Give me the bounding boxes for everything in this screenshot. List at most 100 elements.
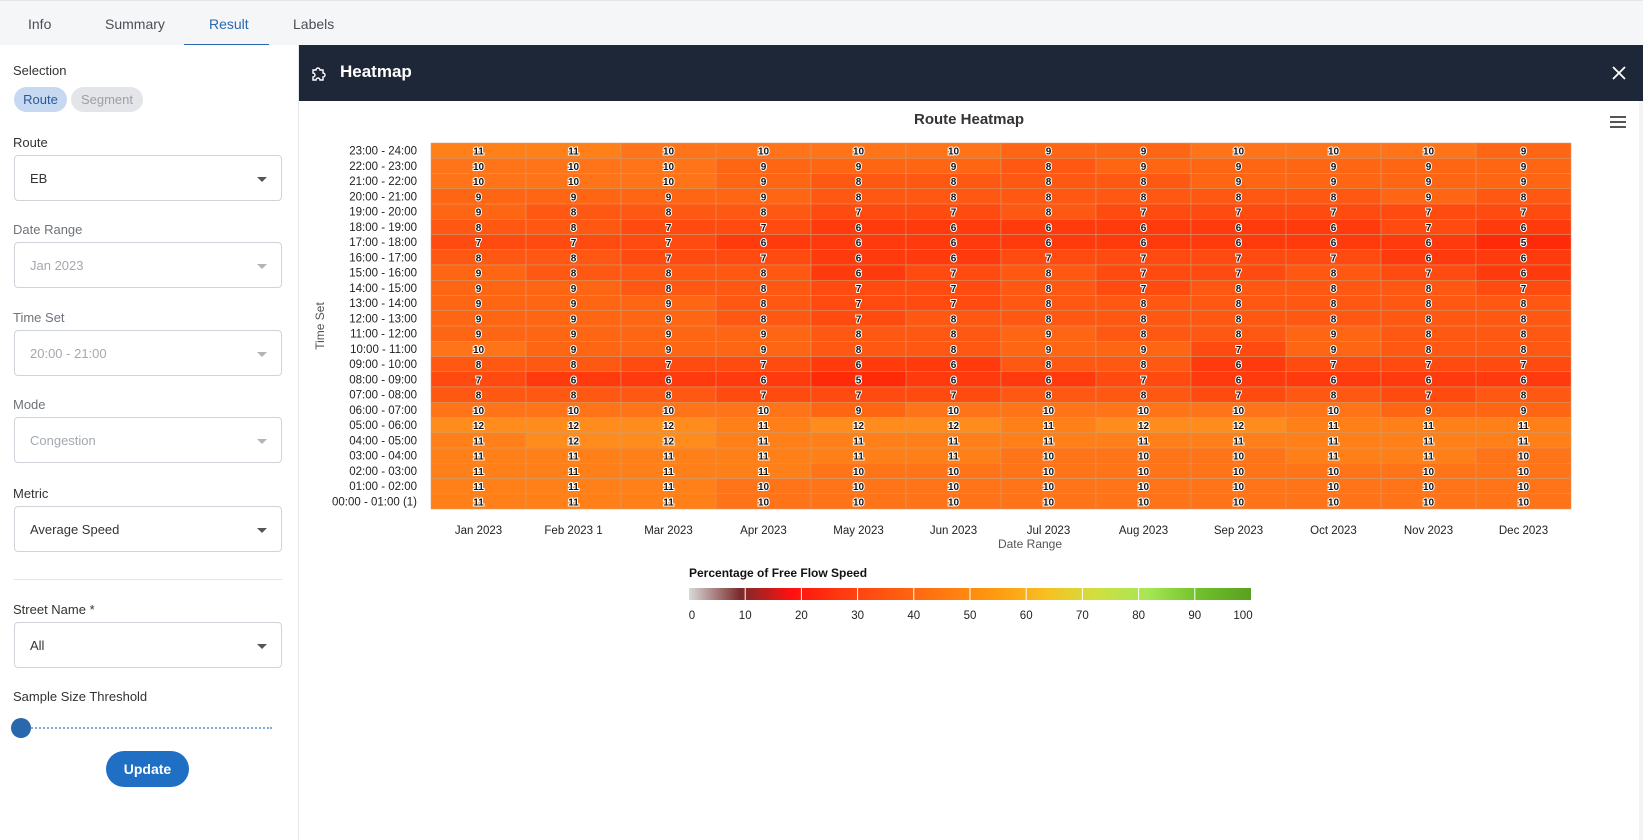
cell-value-label: 9 (1331, 345, 1337, 356)
date-range-select[interactable]: Jan 2023 (14, 242, 282, 288)
mode-select[interactable]: Congestion (14, 417, 282, 463)
cell-value-label: 6 (951, 253, 957, 264)
cell-value-label: 11 (948, 452, 959, 463)
cell-value-label: 8 (1236, 330, 1242, 341)
cell-value-label: 10 (853, 497, 865, 508)
cell-value-label: 11 (853, 436, 864, 447)
cell-value-label: 8 (1521, 299, 1527, 310)
cell-value-label: 10 (1138, 452, 1150, 463)
sidebar-divider (14, 579, 282, 580)
cell-value-label: 9 (476, 299, 482, 310)
cell-value-label: 9 (1521, 147, 1527, 158)
scrollbar[interactable] (1639, 101, 1643, 840)
cell-value-label: 9 (666, 330, 672, 341)
cell-value-label: 11 (758, 421, 769, 432)
cell-value-label: 7 (856, 208, 862, 219)
cell-value-label: 6 (1236, 223, 1242, 234)
cell-value-label: 7 (1236, 269, 1242, 280)
legend-title: Percentage of Free Flow Speed (689, 566, 867, 580)
cell-value-label: 6 (951, 375, 957, 386)
cell-value-label: 8 (1046, 192, 1052, 203)
cell-value-label: 7 (1331, 360, 1337, 371)
cell-value-label: 11 (1328, 421, 1339, 432)
cell-value-label: 8 (1331, 299, 1337, 310)
cell-value-label: 8 (856, 330, 862, 341)
cell-value-label: 8 (1426, 330, 1432, 341)
cell-value-label: 10 (1328, 467, 1340, 478)
cell-value-label: 6 (1141, 223, 1147, 234)
cell-value-label: 9 (476, 269, 482, 280)
cell-value-label: 11 (473, 436, 484, 447)
y-tick-label: 13:00 - 14:00 (349, 298, 417, 310)
close-icon[interactable] (1609, 63, 1629, 83)
cell-value-label: 9 (1141, 147, 1147, 158)
date-range-label: Date Range (13, 222, 83, 237)
cell-value-label: 6 (1426, 375, 1432, 386)
y-tick-label: 03:00 - 04:00 (349, 451, 417, 463)
cell-value-label: 10 (758, 406, 770, 417)
selection-route-pill[interactable]: Route (14, 87, 67, 112)
cell-value-label: 8 (666, 284, 672, 295)
cell-value-label: 8 (571, 208, 577, 219)
cell-value-label: 11 (758, 452, 769, 463)
cell-value-label: 10 (948, 482, 960, 493)
cell-value-label: 8 (761, 314, 767, 325)
cell-value-label: 8 (571, 269, 577, 280)
legend-tick-label: 40 (907, 610, 920, 622)
cell-value-label: 8 (1046, 177, 1052, 188)
cell-value-label: 8 (1236, 314, 1242, 325)
time-set-select[interactable]: 20:00 - 21:00 (14, 330, 282, 376)
cell-value-label: 7 (1426, 223, 1432, 234)
chart-menu-icon[interactable] (1610, 116, 1626, 130)
cell-value-label: 10 (1328, 406, 1340, 417)
cell-value-label: 9 (476, 208, 482, 219)
cell-value-label: 6 (761, 375, 767, 386)
sample-size-label: Sample Size Threshold (13, 689, 148, 704)
cell-value-label: 10 (758, 147, 770, 158)
sample-size-slider-thumb[interactable] (11, 718, 31, 738)
route-select[interactable]: EB (14, 155, 282, 201)
y-tick-label: 01:00 - 02:00 (349, 481, 417, 493)
metric-label: Metric (13, 486, 49, 501)
tab-info[interactable]: Info (28, 16, 52, 32)
cell-value-label: 9 (1331, 162, 1337, 173)
tab-result[interactable]: Result (209, 16, 249, 32)
cell-value-label: 8 (476, 391, 482, 402)
cell-value-label: 10 (948, 147, 960, 158)
cell-value-label: 6 (571, 375, 577, 386)
legend-tick-label: 60 (1020, 610, 1033, 622)
cell-value-label: 11 (473, 482, 484, 493)
cell-value-label: 10 (1043, 452, 1055, 463)
chevron-down-icon (257, 177, 267, 182)
cell-value-label: 6 (1426, 238, 1432, 249)
cell-value-label: 8 (856, 345, 862, 356)
cell-value-label: 10 (948, 406, 960, 417)
cell-value-label: 8 (1331, 269, 1337, 280)
x-tick-label: Aug 2023 (1119, 525, 1168, 537)
street-name-select[interactable]: All (14, 622, 282, 668)
cell-value-label: 10 (473, 162, 485, 173)
x-tick-label: Mar 2023 (644, 525, 693, 537)
cell-value-label: 8 (951, 192, 957, 203)
cell-value-label: 6 (951, 238, 957, 249)
tab-labels[interactable]: Labels (293, 16, 335, 32)
cell-value-label: 8 (856, 192, 862, 203)
cell-value-label: 9 (1426, 177, 1432, 188)
cell-value-label: 9 (571, 330, 577, 341)
cell-value-label: 8 (951, 177, 957, 188)
cell-value-label: 8 (761, 269, 767, 280)
x-tick-label: Nov 2023 (1404, 525, 1453, 537)
panel-title: Heatmap (340, 62, 412, 81)
update-button[interactable]: Update (106, 751, 189, 787)
cell-value-label: 11 (473, 467, 484, 478)
cell-value-label: 8 (761, 284, 767, 295)
cell-value-label: 11 (568, 497, 579, 508)
selection-segment-pill[interactable]: Segment (71, 87, 143, 112)
cell-value-label: 9 (761, 162, 767, 173)
tab-summary[interactable]: Summary (105, 16, 165, 32)
cell-value-label: 10 (1233, 406, 1245, 417)
x-tick-label: Dec 2023 (1499, 525, 1548, 537)
sample-size-slider[interactable] (20, 727, 272, 729)
metric-select[interactable]: Average Speed (14, 506, 282, 552)
cell-value-label: 12 (853, 421, 865, 432)
